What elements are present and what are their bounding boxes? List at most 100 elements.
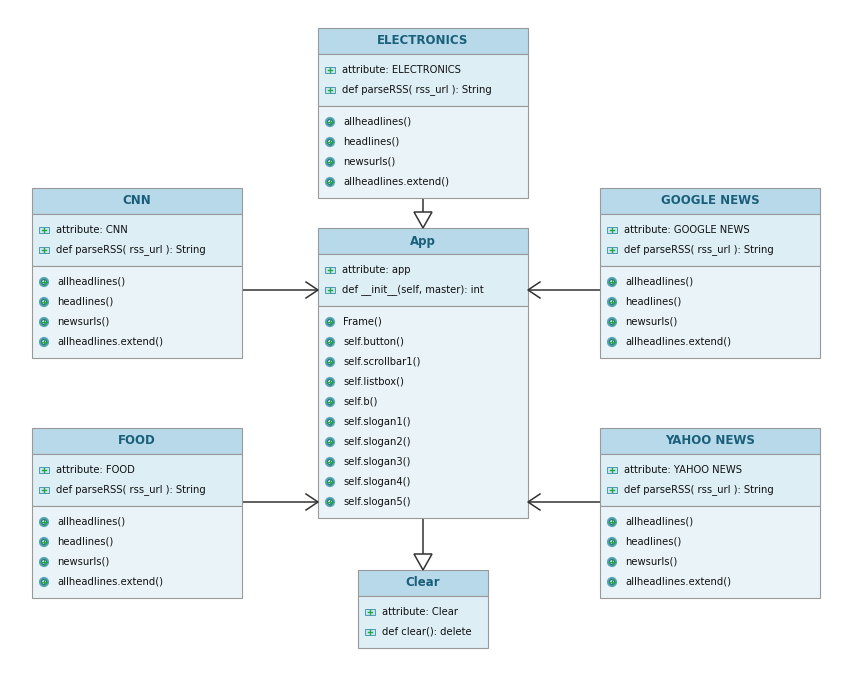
Circle shape xyxy=(43,321,46,324)
Circle shape xyxy=(41,319,46,324)
Text: newsurls(): newsurls() xyxy=(625,317,677,327)
Circle shape xyxy=(41,579,46,584)
Circle shape xyxy=(327,140,333,144)
Circle shape xyxy=(327,360,333,365)
Circle shape xyxy=(40,577,48,586)
Text: attribute: app: attribute: app xyxy=(342,265,410,275)
Circle shape xyxy=(327,399,333,404)
Text: allheadlines(): allheadlines() xyxy=(625,517,693,527)
Text: allheadlines.extend(): allheadlines.extend() xyxy=(625,337,731,347)
FancyBboxPatch shape xyxy=(365,629,375,635)
Text: def parseRSS( rss_url ): String: def parseRSS( rss_url ): String xyxy=(624,484,774,495)
FancyBboxPatch shape xyxy=(607,467,617,473)
Circle shape xyxy=(326,358,334,367)
Text: ELECTRONICS: ELECTRONICS xyxy=(377,34,468,47)
Circle shape xyxy=(41,300,46,304)
FancyBboxPatch shape xyxy=(325,287,335,293)
Circle shape xyxy=(41,520,46,525)
Circle shape xyxy=(40,317,48,326)
Circle shape xyxy=(608,298,616,306)
Circle shape xyxy=(43,521,46,523)
FancyBboxPatch shape xyxy=(600,506,820,598)
Text: headlines(): headlines() xyxy=(343,137,399,147)
Circle shape xyxy=(611,561,614,563)
Text: App: App xyxy=(410,235,436,248)
Circle shape xyxy=(41,280,46,285)
Text: attribute: GOOGLE NEWS: attribute: GOOGLE NEWS xyxy=(624,225,749,235)
Circle shape xyxy=(326,418,334,426)
Text: allheadlines.extend(): allheadlines.extend() xyxy=(625,577,731,587)
Circle shape xyxy=(611,541,614,543)
Text: def clear(): delete: def clear(): delete xyxy=(382,627,472,637)
Circle shape xyxy=(609,520,614,525)
Circle shape xyxy=(329,481,331,483)
Circle shape xyxy=(40,557,48,566)
FancyBboxPatch shape xyxy=(39,227,49,233)
FancyBboxPatch shape xyxy=(39,467,49,473)
FancyBboxPatch shape xyxy=(358,570,488,596)
FancyBboxPatch shape xyxy=(607,487,617,493)
Circle shape xyxy=(43,301,46,303)
Circle shape xyxy=(326,438,334,447)
FancyBboxPatch shape xyxy=(32,266,242,358)
Circle shape xyxy=(608,338,616,346)
FancyBboxPatch shape xyxy=(39,247,49,253)
Text: attribute: YAHOO NEWS: attribute: YAHOO NEWS xyxy=(624,465,742,475)
Circle shape xyxy=(327,380,333,384)
Text: newsurls(): newsurls() xyxy=(625,557,677,567)
Text: attribute: CNN: attribute: CNN xyxy=(56,225,127,235)
Circle shape xyxy=(327,120,333,124)
Circle shape xyxy=(43,281,46,283)
Circle shape xyxy=(329,321,331,324)
Circle shape xyxy=(608,317,616,326)
Circle shape xyxy=(329,141,331,143)
Text: Clear: Clear xyxy=(406,577,441,590)
FancyBboxPatch shape xyxy=(600,214,820,266)
Text: allheadlines.extend(): allheadlines.extend() xyxy=(57,337,163,347)
Text: self.scrollbar1(): self.scrollbar1() xyxy=(343,357,420,367)
FancyBboxPatch shape xyxy=(318,54,528,106)
Circle shape xyxy=(326,477,334,486)
Text: allheadlines(): allheadlines() xyxy=(343,117,411,127)
Circle shape xyxy=(326,178,334,187)
Circle shape xyxy=(326,118,334,127)
Circle shape xyxy=(329,401,331,403)
Circle shape xyxy=(326,497,334,506)
Circle shape xyxy=(326,137,334,146)
Circle shape xyxy=(609,579,614,584)
Text: attribute: FOOD: attribute: FOOD xyxy=(56,465,135,475)
Circle shape xyxy=(329,501,331,503)
FancyBboxPatch shape xyxy=(318,254,528,306)
FancyBboxPatch shape xyxy=(600,266,820,358)
Circle shape xyxy=(40,338,48,346)
Circle shape xyxy=(329,461,331,463)
Circle shape xyxy=(327,339,333,345)
Circle shape xyxy=(326,397,334,406)
Circle shape xyxy=(327,499,333,504)
FancyBboxPatch shape xyxy=(600,428,820,454)
Circle shape xyxy=(41,339,46,345)
Circle shape xyxy=(329,181,331,183)
Polygon shape xyxy=(414,212,432,228)
FancyBboxPatch shape xyxy=(318,28,528,54)
Text: self.slogan1(): self.slogan1() xyxy=(343,417,410,427)
FancyBboxPatch shape xyxy=(325,87,335,93)
Circle shape xyxy=(329,421,331,423)
Circle shape xyxy=(40,298,48,306)
Circle shape xyxy=(608,518,616,527)
Text: newsurls(): newsurls() xyxy=(57,557,109,567)
FancyBboxPatch shape xyxy=(32,188,242,214)
Circle shape xyxy=(43,341,46,343)
Text: headlines(): headlines() xyxy=(57,537,113,547)
FancyBboxPatch shape xyxy=(39,487,49,493)
Text: attribute: Clear: attribute: Clear xyxy=(382,607,458,617)
Circle shape xyxy=(609,319,614,324)
Circle shape xyxy=(329,360,331,363)
Circle shape xyxy=(611,341,614,343)
Circle shape xyxy=(327,440,333,445)
Text: headlines(): headlines() xyxy=(625,537,681,547)
Text: self.button(): self.button() xyxy=(343,337,404,347)
Text: allheadlines.extend(): allheadlines.extend() xyxy=(57,577,163,587)
Text: self.b(): self.b() xyxy=(343,397,377,407)
Circle shape xyxy=(43,541,46,543)
